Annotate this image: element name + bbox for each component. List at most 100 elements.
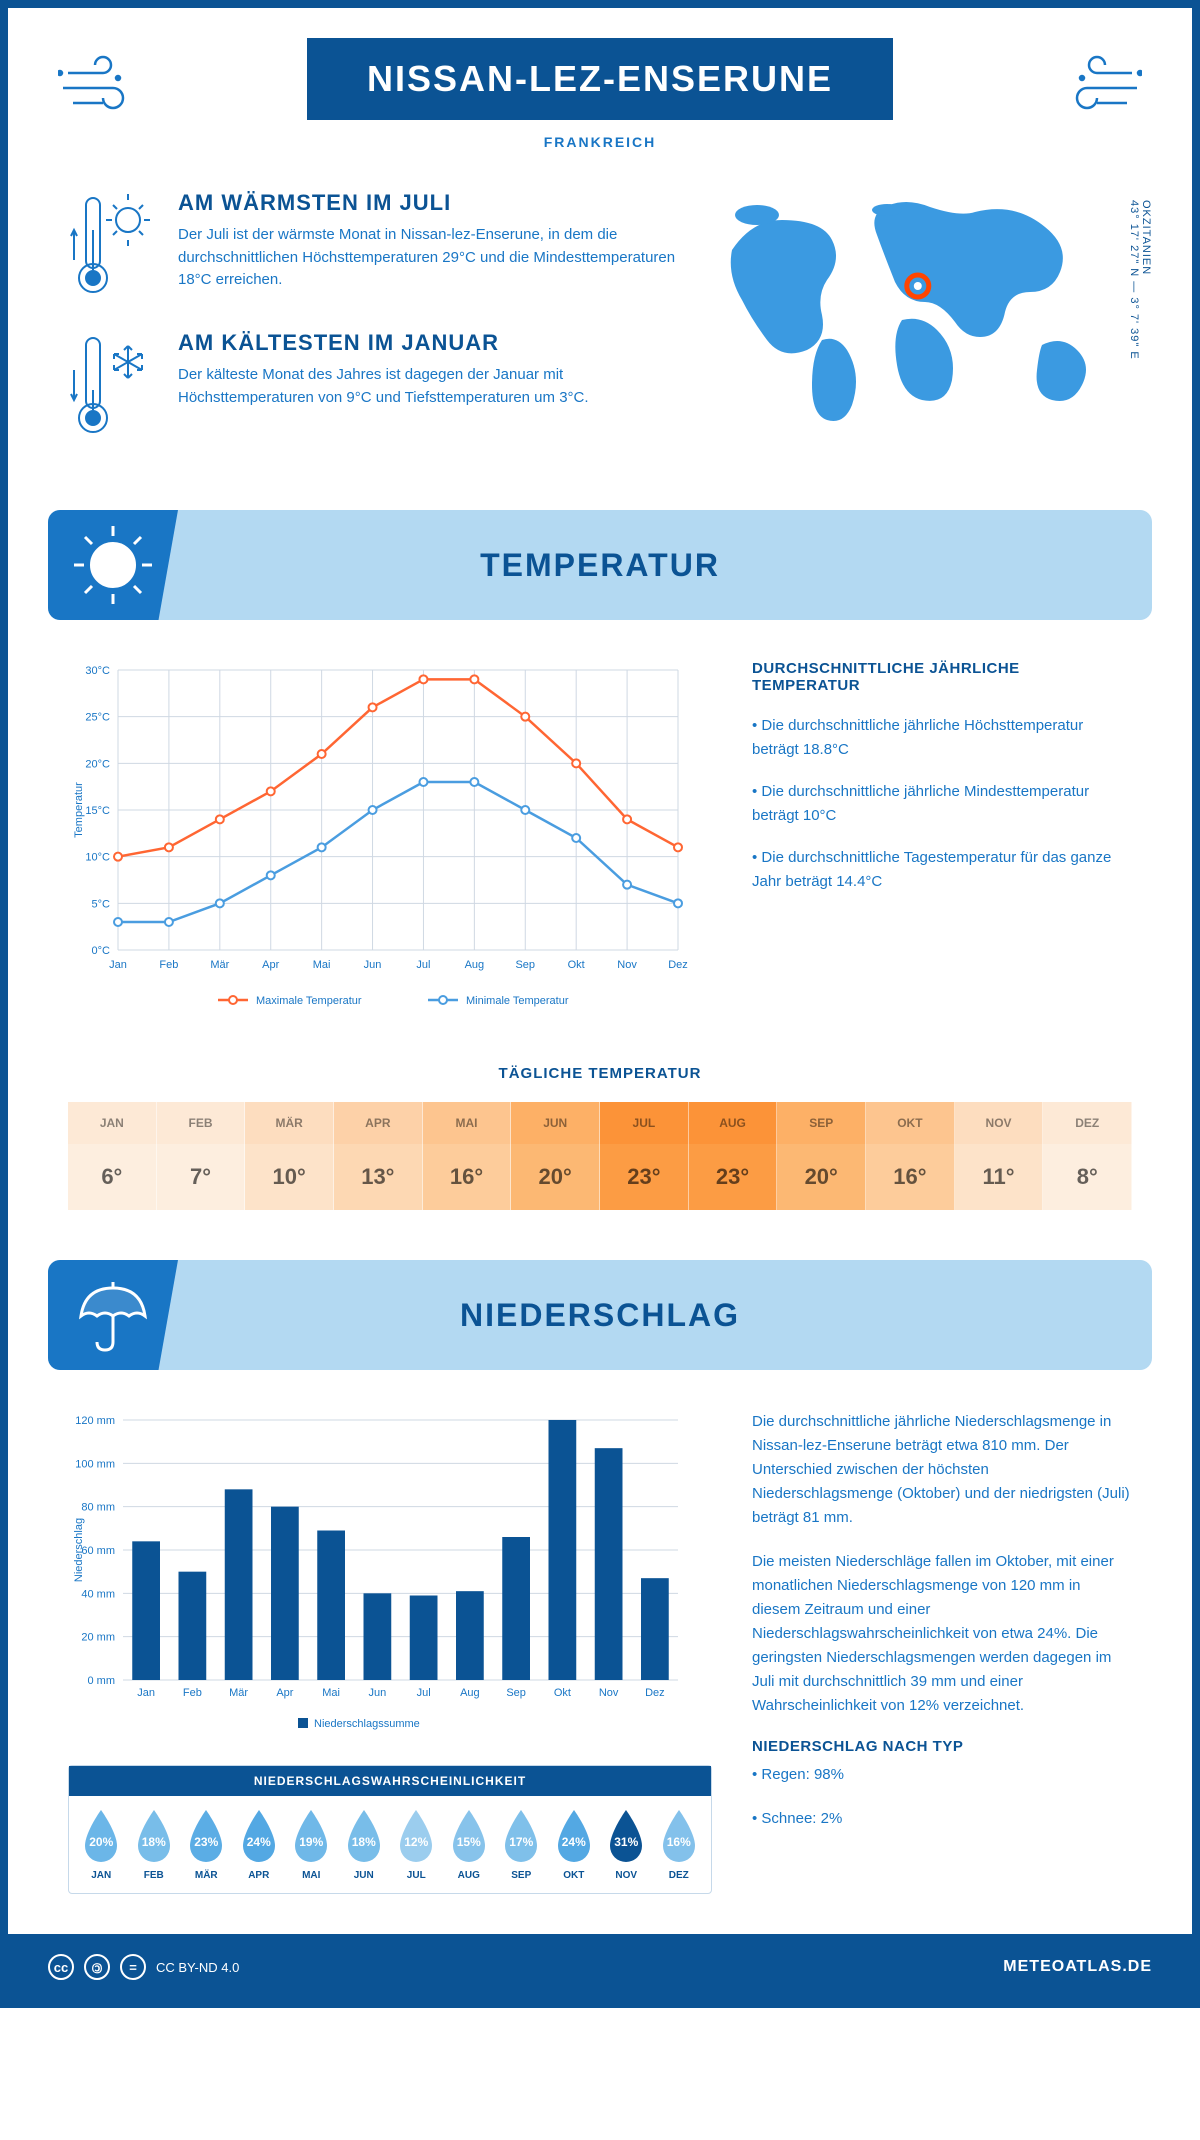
umbrella-icon xyxy=(48,1260,178,1370)
svg-text:40 mm: 40 mm xyxy=(81,1588,115,1600)
temperature-banner: TEMPERATUR xyxy=(48,510,1152,620)
daily-temp-grid: JAN6°FEB7°MÄR10°APR13°MAI16°JUN20°JUL23°… xyxy=(68,1102,1132,1210)
probability-cell: 19%MAI xyxy=(285,1808,338,1881)
fact-cold-body: Der kälteste Monat des Jahres ist dagege… xyxy=(178,364,682,409)
precipitation-type-title: NIEDERSCHLAG NACH TYP xyxy=(752,1738,1132,1755)
facts-section: AM WÄRMSTEN IM JULI Der Juli ist der wär… xyxy=(8,170,1192,510)
daily-cell: JUL23° xyxy=(600,1102,689,1210)
svg-text:Jan: Jan xyxy=(109,959,127,971)
precipitation-banner-title: NIEDERSCHLAG xyxy=(460,1297,740,1334)
svg-text:Apr: Apr xyxy=(262,959,279,971)
temperature-bullet-1: • Die durchschnittliche jährliche Mindes… xyxy=(752,780,1132,828)
precipitation-probability: NIEDERSCHLAGSWAHRSCHEINLICHKEIT 20%JAN18… xyxy=(68,1765,712,1894)
svg-text:Aug: Aug xyxy=(465,959,485,971)
precipitation-text-1: Die durchschnittliche jährliche Niedersc… xyxy=(752,1410,1132,1530)
precipitation-left: 0 mm20 mm40 mm60 mm80 mm100 mm120 mmNied… xyxy=(68,1410,712,1894)
fact-cold: AM KÄLTESTEN IM JANUAR Der kälteste Mona… xyxy=(68,330,682,445)
svg-text:Apr: Apr xyxy=(276,1687,293,1699)
svg-text:Dez: Dez xyxy=(645,1687,665,1699)
svg-text:25°C: 25°C xyxy=(85,712,110,724)
temperature-banner-title: TEMPERATUR xyxy=(480,547,720,584)
precipitation-banner: NIEDERSCHLAG xyxy=(48,1260,1152,1370)
daily-cell: AUG23° xyxy=(689,1102,778,1210)
facts-text: AM WÄRMSTEN IM JULI Der Juli ist der wär… xyxy=(68,190,682,470)
region-label: OKZITANIEN xyxy=(1140,200,1152,275)
precipitation-bar-chart: 0 mm20 mm40 mm60 mm80 mm100 mm120 mmNied… xyxy=(68,1410,688,1740)
precipitation-info: Die durchschnittliche jährliche Niedersc… xyxy=(752,1410,1132,1894)
temperature-info: DURCHSCHNITTLICHE JÄHRLICHE TEMPERATUR •… xyxy=(752,660,1132,1025)
daily-temp-label: TÄGLICHE TEMPERATUR xyxy=(8,1045,1192,1102)
svg-text:30°C: 30°C xyxy=(85,665,110,677)
daily-cell: APR13° xyxy=(334,1102,423,1210)
svg-text:Okt: Okt xyxy=(568,959,585,971)
coords-label: 43° 17' 27" N — 3° 7' 39" E xyxy=(1128,200,1140,360)
temperature-line-chart: 0°C5°C10°C15°C20°C25°C30°CJanFebMärAprMa… xyxy=(68,660,712,1025)
daily-cell: FEB7° xyxy=(157,1102,246,1210)
daily-cell: NOV11° xyxy=(955,1102,1044,1210)
cc-icon: cc xyxy=(48,1954,74,1980)
svg-text:100 mm: 100 mm xyxy=(75,1458,115,1470)
header-title-wrap: NISSAN-LEZ-ENSERUNE FRANKREICH xyxy=(307,38,893,150)
probability-cell: 12%JUL xyxy=(390,1808,443,1881)
fact-warm: AM WÄRMSTEN IM JULI Der Juli ist der wär… xyxy=(68,190,682,305)
thermometer-snow-icon xyxy=(68,330,158,445)
sun-icon xyxy=(48,510,178,620)
svg-text:Nov: Nov xyxy=(617,959,637,971)
fact-cold-text: AM KÄLTESTEN IM JANUAR Der kälteste Mona… xyxy=(178,330,682,445)
temperature-bullet-0: • Die durchschnittliche jährliche Höchst… xyxy=(752,714,1132,762)
svg-text:Aug: Aug xyxy=(460,1687,480,1699)
daily-cell: DEZ8° xyxy=(1043,1102,1132,1210)
svg-text:0°C: 0°C xyxy=(92,945,111,957)
probability-cell: 18%JUN xyxy=(338,1808,391,1881)
probability-cell: 17%SEP xyxy=(495,1808,548,1881)
page-subtitle: FRANKREICH xyxy=(307,134,893,150)
svg-text:Niederschlagssumme: Niederschlagssumme xyxy=(314,1718,420,1730)
svg-text:Sep: Sep xyxy=(506,1687,526,1699)
coordinates: OKZITANIEN 43° 17' 27" N — 3° 7' 39" E xyxy=(1128,200,1152,360)
footer: cc 🄯 = CC BY-ND 4.0 METEOATLAS.DE xyxy=(8,1934,1192,2000)
svg-text:Temperatur: Temperatur xyxy=(73,782,85,838)
svg-text:5°C: 5°C xyxy=(92,898,111,910)
daily-cell: MAI16° xyxy=(423,1102,512,1210)
thermometer-sun-icon xyxy=(68,190,158,305)
daily-cell: OKT16° xyxy=(866,1102,955,1210)
footer-brand: METEOATLAS.DE xyxy=(1003,1958,1152,1976)
svg-text:Okt: Okt xyxy=(554,1687,571,1699)
svg-text:Jun: Jun xyxy=(369,1687,387,1699)
svg-text:Maximale Temperatur: Maximale Temperatur xyxy=(256,995,362,1007)
header: NISSAN-LEZ-ENSERUNE FRANKREICH xyxy=(8,8,1192,170)
world-map: OKZITANIEN 43° 17' 27" N — 3° 7' 39" E xyxy=(712,190,1132,470)
page: NISSAN-LEZ-ENSERUNE FRANKREICH AM WÄRMST… xyxy=(0,0,1200,2008)
svg-text:Dez: Dez xyxy=(668,959,688,971)
svg-text:20 mm: 20 mm xyxy=(81,1632,115,1644)
daily-cell: SEP20° xyxy=(777,1102,866,1210)
probability-title: NIEDERSCHLAGSWAHRSCHEINLICHKEIT xyxy=(69,1766,711,1796)
probability-cell: 31%NOV xyxy=(600,1808,653,1881)
probability-cell: 16%DEZ xyxy=(653,1808,706,1881)
probability-cell: 24%OKT xyxy=(548,1808,601,1881)
svg-text:Mär: Mär xyxy=(229,1687,248,1699)
fact-warm-title: AM WÄRMSTEN IM JULI xyxy=(178,190,682,216)
wind-icon xyxy=(58,48,158,123)
svg-text:Feb: Feb xyxy=(183,1687,202,1699)
svg-text:Mai: Mai xyxy=(322,1687,340,1699)
svg-text:Minimale Temperatur: Minimale Temperatur xyxy=(466,995,569,1007)
probability-cell: 23%MÄR xyxy=(180,1808,233,1881)
precipitation-type-0: • Regen: 98% xyxy=(752,1763,1132,1787)
svg-text:Nov: Nov xyxy=(599,1687,619,1699)
daily-cell: JUN20° xyxy=(511,1102,600,1210)
daily-cell: JAN6° xyxy=(68,1102,157,1210)
daily-cell: MÄR10° xyxy=(245,1102,334,1210)
fact-cold-title: AM KÄLTESTEN IM JANUAR xyxy=(178,330,682,356)
svg-text:0 mm: 0 mm xyxy=(88,1675,116,1687)
svg-text:Jan: Jan xyxy=(137,1687,155,1699)
svg-text:60 mm: 60 mm xyxy=(81,1545,115,1557)
svg-text:10°C: 10°C xyxy=(85,852,110,864)
page-title: NISSAN-LEZ-ENSERUNE xyxy=(307,38,893,120)
precipitation-type-1: • Schnee: 2% xyxy=(752,1807,1132,1831)
nd-icon: = xyxy=(120,1954,146,1980)
svg-text:Niederschlag: Niederschlag xyxy=(73,1518,85,1582)
temperature-section: 0°C5°C10°C15°C20°C25°C30°CJanFebMärAprMa… xyxy=(8,620,1192,1045)
temperature-bullet-2: • Die durchschnittliche Tagestemperatur … xyxy=(752,846,1132,894)
svg-text:15°C: 15°C xyxy=(85,805,110,817)
